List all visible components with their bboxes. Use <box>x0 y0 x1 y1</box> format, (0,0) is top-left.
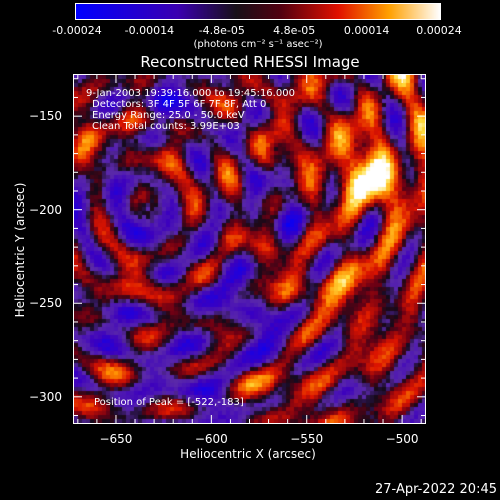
peak-label: Position of Peak = [-522,-183] <box>94 397 244 408</box>
annotation-time: 9-Jan-2003 19:39:16.000 to 19:45:16.000 <box>86 88 295 99</box>
y-tick-label: −300 <box>29 389 62 404</box>
timestamp: 27-Apr-2022 20:45 <box>375 482 497 497</box>
colorbar <box>75 3 441 20</box>
annotation-energy: Energy Range: 25.0 - 50.0 keV <box>92 110 245 121</box>
x-tick-label: −500 <box>385 432 419 446</box>
colorbar-tick-label: 0.00014 <box>343 24 390 37</box>
annotation-clean: Clean Total counts: 3.99E+03 <box>92 121 240 132</box>
colorbar-tick-label: 4.8e-05 <box>273 24 316 37</box>
y-tick-label: −250 <box>29 296 62 311</box>
colorbar-unit: (photons cm⁻² s⁻¹ asec⁻²) <box>193 39 323 50</box>
x-axis-label: Heliocentric X (arcsec) <box>180 447 316 461</box>
heatmap-image <box>74 75 425 423</box>
plot-area: 9-Jan-2003 19:39:16.000 to 19:45:16.000 … <box>73 74 426 424</box>
y-tick-label: −200 <box>29 202 62 217</box>
x-tick-label: −650 <box>99 432 133 446</box>
x-tick-label: −600 <box>194 432 228 446</box>
chart-title: Reconstructed RHESSI Image <box>140 53 360 71</box>
colorbar-tick-label: -0.00024 <box>52 24 102 37</box>
colorbar-tick-label: -4.8e-05 <box>198 24 245 37</box>
colorbar-tick-label: -0.00014 <box>124 24 175 37</box>
annotation-detectors: Detectors: 3F 4F 5F 6F 7F 8F, Att 0 <box>92 99 267 110</box>
x-tick-label: −550 <box>290 432 324 446</box>
y-tick-label: −150 <box>29 109 62 124</box>
colorbar-tick-label: 0.00024 <box>416 24 462 37</box>
y-axis-label: Heliocentric Y (arcsec) <box>13 182 27 318</box>
